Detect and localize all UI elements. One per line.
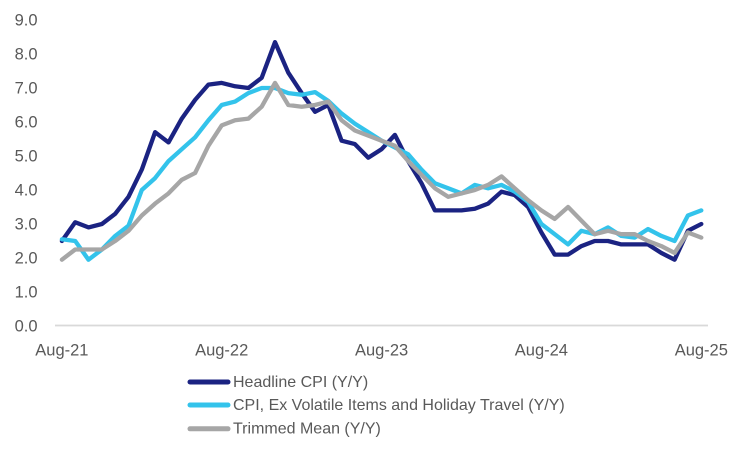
svg-text:Aug-22: Aug-22: [195, 342, 248, 360]
svg-text:Aug-25: Aug-25: [675, 342, 728, 360]
svg-text:7.0: 7.0: [15, 80, 38, 98]
svg-text:2.0: 2.0: [15, 250, 38, 268]
svg-text:4.0: 4.0: [15, 182, 38, 200]
svg-text:3.0: 3.0: [15, 216, 38, 234]
svg-text:CPI, Ex Volatile Items and Hol: CPI, Ex Volatile Items and Holiday Trave…: [233, 397, 565, 414]
svg-text:6.0: 6.0: [15, 114, 38, 132]
svg-text:Aug-21: Aug-21: [35, 342, 88, 360]
svg-text:9.0: 9.0: [15, 12, 38, 30]
svg-text:5.0: 5.0: [15, 148, 38, 166]
svg-text:Trimmed Mean (Y/Y): Trimmed Mean (Y/Y): [233, 421, 381, 438]
svg-text:Aug-23: Aug-23: [355, 342, 408, 360]
svg-text:8.0: 8.0: [15, 46, 38, 64]
svg-text:Aug-24: Aug-24: [515, 342, 568, 360]
svg-text:Headline CPI (Y/Y): Headline CPI (Y/Y): [233, 374, 368, 391]
svg-text:1.0: 1.0: [15, 284, 38, 302]
svg-text:0.0: 0.0: [15, 318, 38, 336]
